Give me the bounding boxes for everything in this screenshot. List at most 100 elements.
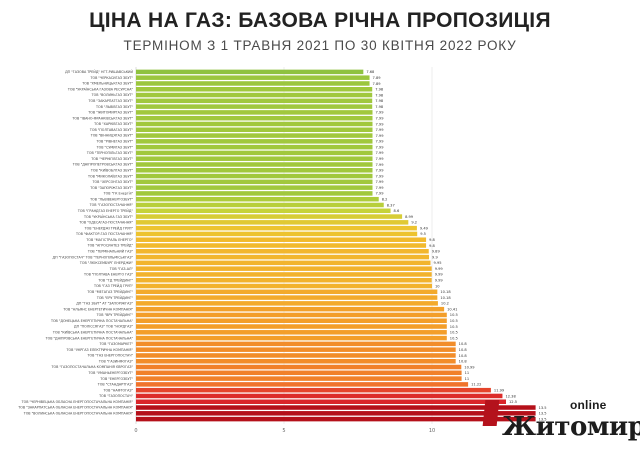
bar (136, 231, 418, 237)
category-label: ТОВ "ВОЛИНСЬКА ОБЛАСНА ЕНЕРГОПОСТАЧАЛЬНА… (23, 412, 134, 416)
category-label: ТОВ "ЧЕРКАСИГАЗ ЗБУТ" (90, 76, 134, 80)
data-label: 7.99 (376, 151, 385, 155)
data-label: 10.18 (440, 296, 451, 300)
category-label: ТОВ "ДНІПРОВСЬКА ЕНЕРГЕТИЧНА ПОСТАЧАЛЬНА… (45, 336, 134, 340)
bar (136, 104, 373, 109)
chart-subtitle: ТЕРМІНОМ З 1 ТРАВНЯ 2021 ПО 30 КВІТНЯ 20… (123, 38, 517, 53)
bar (136, 306, 445, 312)
data-label: 13.5 (539, 417, 547, 421)
data-label: 9.95 (434, 261, 442, 265)
bar (136, 318, 447, 323)
category-label: ТОВ "ЕНЕРГОЗБУТ" (99, 377, 133, 381)
data-label: 10.41 (447, 307, 457, 311)
bar (136, 335, 447, 341)
category-label: ТОВ "ХАРКІВГАЗ ЗБУТ" (93, 122, 133, 126)
data-label: 7.99 (376, 174, 385, 178)
bar (136, 353, 456, 358)
category-label: ТОВ "ГАЗОПОСТАЧАННЯ" (89, 203, 134, 207)
bar (136, 260, 431, 266)
category-label: ТОВ "ЛЬВІВГАЗ ЗБУТ" (95, 105, 133, 109)
category-label: ТОВ "КИЇВСЬКА ЕНЕРГЕТИЧНА ПОСТАЧАЛЬНА" (52, 330, 134, 335)
bar (136, 358, 456, 364)
data-label: 8.99 (405, 215, 414, 219)
bar (136, 277, 432, 283)
data-label: 11.22 (471, 383, 481, 387)
bar (136, 312, 447, 318)
category-label: ТОВ "УКРГАЗ ЕЛЕКТРИЧНА КОМПАНІЯ" (66, 348, 134, 352)
bar (136, 243, 427, 248)
category-label: ТОВ "ВРУ ТРЕЙДИНГ" (96, 312, 134, 317)
category-label: ТОВ "ЧЕРНІГІВГАЗ ЗБУТ" (90, 157, 133, 161)
bar (136, 301, 438, 306)
data-label: 9.99 (435, 267, 444, 271)
chart-title: ЦІНА НА ГАЗ: БАЗОВА РІЧНА ПРОПОЗИЦІЯ (89, 9, 551, 32)
bar (136, 162, 373, 167)
category-label: ДП "ГАЗ ЗБУТ" АТ "ЗАПОРІЖГАЗ" (76, 302, 133, 306)
bar (136, 81, 370, 86)
bar (136, 133, 373, 138)
category-label: ТОВ "ТЕРНОПІЛЬГАЗ ЗБУТ" (86, 151, 134, 155)
data-label: 7.99 (376, 163, 385, 167)
bar (136, 324, 447, 329)
data-label: 9.5 (420, 232, 426, 236)
bar (136, 387, 491, 393)
category-label: ТОВ "ГД ТРЕЙДИНГ" (97, 277, 133, 282)
bar (136, 69, 364, 75)
bar (136, 110, 373, 115)
bar (136, 289, 438, 295)
data-label: 7.99 (376, 128, 385, 132)
data-label: 10.2 (441, 302, 449, 306)
bar (136, 98, 373, 104)
bar (136, 202, 384, 208)
data-label: 10.5 (450, 331, 458, 335)
category-label: ТОВ "ХМЕЛЬНИЦЬКГАЗ ЗБУТ" (81, 82, 133, 86)
category-label: ТОВ "ЗАКАРПАТГАЗ ЗБУТ" (88, 99, 134, 103)
category-label: ТОВ "АЛЬЯНС ЕНЕРГЕТИЧНА КОМПАНІЯ" (62, 307, 133, 311)
category-label: ТОВ "УКРАЇНСЬКА ГАЗОВА РЕСУРСНА" (67, 86, 134, 91)
category-label: ТОВ "ЖИТОМИРГАЗ ЗБУТ" (87, 111, 133, 115)
category-label: ТОВ "УКРАЇНСЬКА ГАЗ ЗБУТ" (83, 214, 134, 219)
category-label: ТОВ "ГАЗОПОСТАЧ" (98, 394, 133, 398)
data-label: 7.99 (376, 134, 385, 138)
data-label: 9.8 (429, 244, 435, 248)
data-label: 10.5 (450, 336, 458, 340)
data-label: 7.99 (376, 186, 385, 190)
category-label: ТОВ "ГАЗОПОСТАЧАЛЬНА КОМПАНІЯ ЄВРОГАЗ" (51, 365, 134, 369)
bar (136, 168, 373, 173)
category-label: ТОВ "УМАНЬЕНЕРГОЗБУТ" (88, 371, 134, 375)
data-label: 9.8 (429, 238, 435, 242)
category-label: ТОВ "АГРОСИНТЕЗ ТРЕЙД" (87, 243, 134, 248)
data-label: 7.98 (375, 99, 384, 103)
data-label: 8.2 (382, 198, 388, 202)
category-label: ТОВ "ХЕРСОНГАЗ ЗБУТ" (92, 180, 134, 184)
bar (136, 139, 373, 144)
bar (136, 144, 373, 150)
category-label: ТОВ "ДНІПРОПЕТРОВСЬКГАЗ ЗБУТ" (72, 163, 134, 167)
data-label: 10.8 (459, 354, 468, 358)
category-label: ТОВ "ЧЕРНІВЕЦЬКА ОБЛАСНА ЕНЕРГОПОСТАЧАЛЬ… (21, 400, 134, 404)
data-label: 7.99 (376, 140, 385, 144)
bar (136, 237, 427, 242)
data-label: 10.18 (440, 290, 451, 294)
bar (136, 399, 506, 405)
bar (136, 150, 373, 156)
bar (136, 220, 409, 225)
category-label: ТОВ "ЕНЕРДЖІ ТРЕЙД ГРУП" (84, 225, 134, 230)
category-label: ТОВ "ЛЮКСЕМБУРГ ЕНЕРДЖИ" (79, 261, 134, 265)
bar (136, 127, 373, 133)
data-label: 7.99 (376, 157, 385, 161)
category-label: ДП "ГАЗОВА ТРЕЙД" НГТ-РИШАВСЬКИЙ (65, 69, 133, 74)
bar (136, 214, 403, 219)
category-label: ТОВ "ГАЗИНФОГАЗ" (98, 359, 134, 363)
bar (136, 364, 462, 370)
bar (136, 75, 370, 80)
category-label: ТОВ "ГАЗ ТРЕЙД ГРУП" (93, 283, 134, 288)
data-label: 7.99 (376, 180, 385, 184)
bar (136, 341, 456, 347)
logo-online-text: online (570, 398, 607, 412)
data-label: 11 (465, 377, 470, 381)
x-tick-label: 5 (282, 428, 285, 434)
bar (136, 347, 456, 352)
data-label: 10.99 (464, 365, 475, 369)
bar (136, 405, 536, 410)
